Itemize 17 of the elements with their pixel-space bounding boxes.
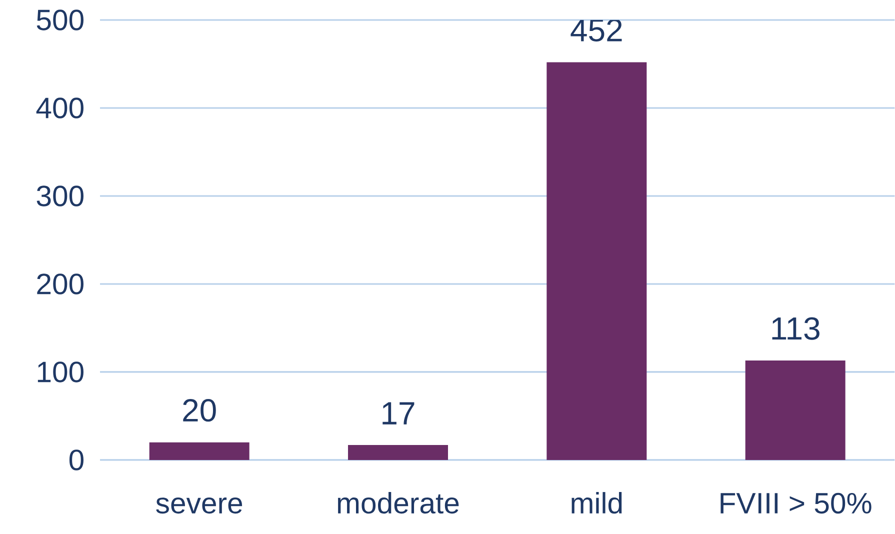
data-label: 17 (382, 402, 414, 424)
x-tick-label: mild (572, 492, 622, 514)
y-tick-label: 300 (36, 186, 84, 206)
data-label: 20 (183, 399, 216, 422)
bar (149, 442, 250, 460)
x-tick-label: moderate (338, 492, 459, 514)
y-tick-label: 0 (69, 450, 84, 470)
bar (348, 445, 448, 460)
y-tick-label: 100 (38, 362, 84, 382)
y-tick-label: 400 (36, 98, 84, 118)
data-label: 113 (772, 317, 820, 340)
y-tick-label: 500 (36, 10, 84, 30)
bar (745, 360, 846, 460)
bar (546, 62, 647, 460)
x-tick-label: FVIII > 50% (720, 492, 872, 514)
y-tick-label: 200 (37, 274, 84, 294)
x-tick-label: severe (156, 498, 242, 514)
